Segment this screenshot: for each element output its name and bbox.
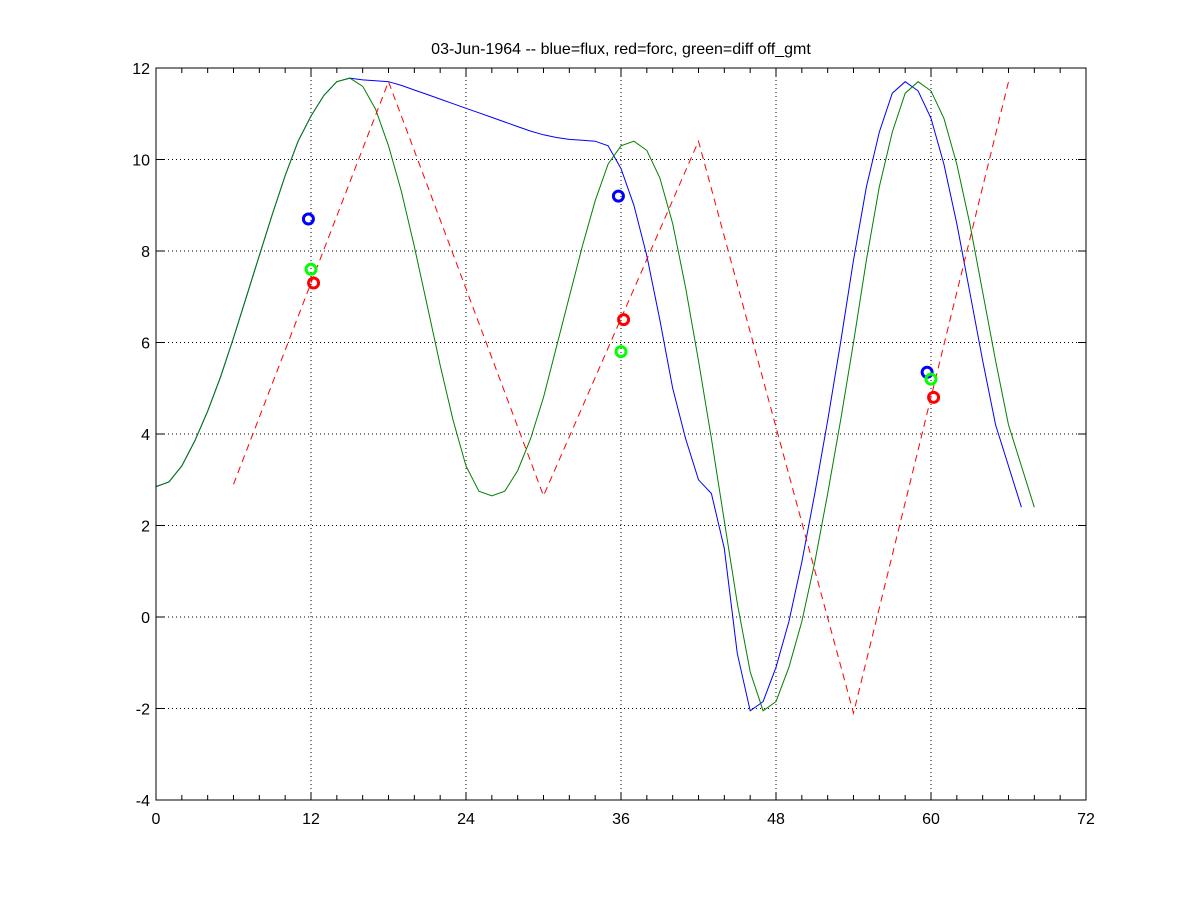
x-tick-label: 0 <box>152 811 161 828</box>
series-line-1 <box>155 77 1035 712</box>
y-tick-label: 0 <box>141 610 150 627</box>
y-tick-label: 6 <box>141 336 150 353</box>
data-marker <box>927 390 941 404</box>
y-tick-label: -4 <box>136 793 150 810</box>
x-tick-label: 24 <box>457 811 475 828</box>
data-marker <box>304 262 318 276</box>
data-marker <box>611 189 625 203</box>
y-tick-label: 4 <box>141 427 150 444</box>
y-tick-label: 10 <box>132 153 150 170</box>
y-tick-label: 2 <box>141 519 150 536</box>
x-tick-label: 12 <box>302 811 320 828</box>
y-tick-label: 12 <box>132 61 150 78</box>
x-tick-label: 72 <box>1077 811 1095 828</box>
y-tick-label: -2 <box>136 702 150 719</box>
series-line-2 <box>233 80 1009 716</box>
data-marker <box>614 345 628 359</box>
data-marker <box>301 212 315 226</box>
x-tick-label: 36 <box>612 811 630 828</box>
data-marker <box>307 276 321 290</box>
data-marker <box>617 313 631 327</box>
x-tick-label: 60 <box>922 811 940 828</box>
chart-title: 03-Jun-1964 -- blue=flux, red=forc, gree… <box>431 41 811 58</box>
data-marker <box>924 372 938 386</box>
y-tick-label: 8 <box>141 244 150 261</box>
x-tick-label: 48 <box>767 811 785 828</box>
